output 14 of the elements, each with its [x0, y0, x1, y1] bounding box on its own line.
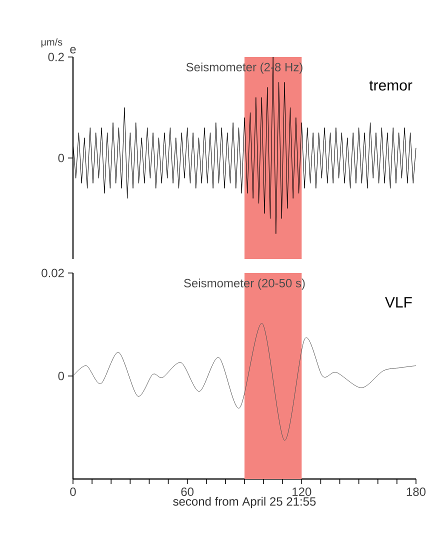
- x-tick-label: 180: [406, 488, 426, 496]
- y-axis-title: μm/s: [41, 38, 62, 48]
- text: e: [70, 46, 76, 54]
- y-tick-label: 0: [58, 154, 64, 162]
- annotation: VLF: [385, 297, 412, 308]
- x-axis-title: second from April 25 21:55: [173, 496, 316, 508]
- line-series: [72, 323, 416, 441]
- x-tick-label: 120: [292, 488, 312, 496]
- y-tick-label: 0: [58, 372, 64, 380]
- y-tick-label: 0.2: [48, 52, 64, 62]
- annotation: tremor: [369, 80, 412, 91]
- y-tick-label: 0.02: [42, 268, 64, 278]
- x-tick-label: 60: [181, 488, 194, 496]
- x-tick-label: 0: [70, 488, 76, 496]
